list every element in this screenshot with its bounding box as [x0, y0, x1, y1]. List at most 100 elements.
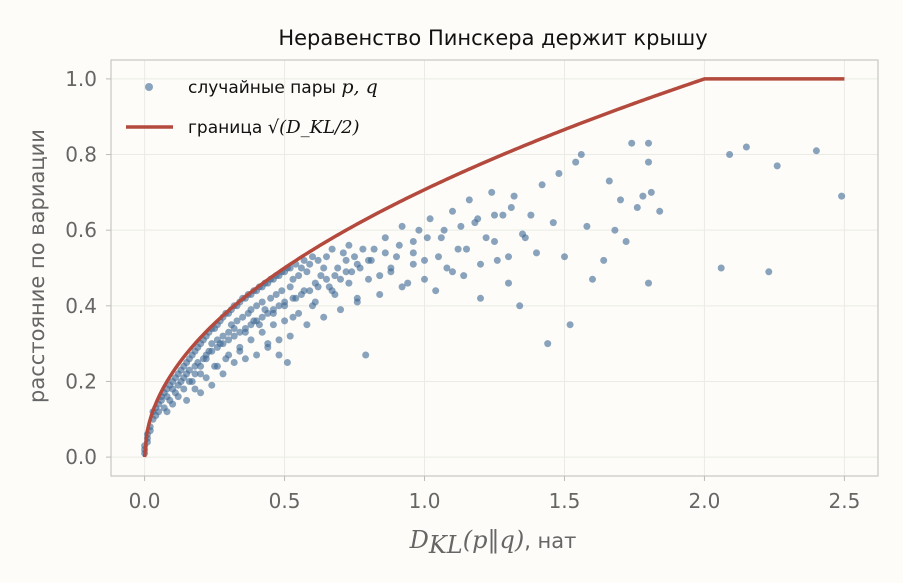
data-point	[314, 283, 322, 291]
data-point	[295, 309, 303, 317]
data-point	[267, 294, 275, 302]
data-point	[328, 287, 336, 295]
data-point	[283, 359, 291, 366]
data-point	[303, 268, 311, 276]
data-point	[726, 151, 734, 158]
data-point	[320, 313, 328, 321]
data-point	[656, 207, 664, 215]
data-point	[465, 196, 473, 204]
data-point	[225, 328, 233, 336]
data-point	[370, 245, 378, 253]
data-point	[247, 306, 255, 314]
bound-curve	[142, 77, 845, 458]
data-point	[367, 256, 375, 264]
data-point	[337, 306, 344, 314]
data-point	[185, 366, 193, 374]
data-point	[622, 238, 630, 245]
data-point	[577, 151, 585, 158]
data-point	[275, 351, 283, 359]
data-point	[460, 272, 468, 280]
data-point	[213, 343, 221, 351]
data-point	[236, 347, 244, 355]
data-point	[269, 321, 277, 329]
data-point	[432, 287, 440, 295]
data-point	[415, 226, 423, 234]
data-point	[742, 143, 750, 151]
x-axis-label-math: D	[409, 526, 429, 554]
y-axis-label: расстояние по вариации	[25, 129, 49, 403]
legend-label-bound-text: граница	[188, 118, 262, 138]
x-tick-label: 2.5	[829, 489, 861, 513]
data-point	[323, 275, 330, 283]
data-point	[477, 294, 484, 302]
data-point	[230, 325, 238, 332]
data-point	[362, 351, 370, 359]
data-point	[527, 211, 535, 219]
data-point	[838, 192, 846, 200]
data-point	[328, 245, 336, 253]
data-point	[463, 245, 470, 253]
data-point	[311, 298, 319, 306]
data-point	[617, 196, 624, 204]
data-point	[208, 340, 216, 348]
data-point	[717, 264, 725, 272]
data-point	[449, 268, 456, 276]
data-point	[566, 321, 574, 329]
data-point	[359, 245, 367, 253]
data-point	[236, 328, 244, 336]
data-point	[295, 272, 303, 280]
data-point	[348, 268, 356, 276]
legend-label-points-math: p, q	[341, 76, 377, 98]
data-point	[533, 249, 540, 257]
data-point	[342, 256, 350, 264]
data-point	[409, 260, 417, 268]
data-point	[258, 328, 266, 336]
data-point	[491, 211, 498, 219]
data-point	[628, 139, 636, 147]
x-axis-ticks: 0.0 0.5 1.0 1.5 2.0 2.5	[129, 476, 861, 513]
data-point	[765, 268, 773, 276]
data-point	[303, 321, 311, 329]
x-tick-label: 1.0	[409, 489, 441, 513]
data-point	[583, 222, 591, 230]
data-point	[219, 340, 227, 348]
data-point	[421, 256, 428, 264]
data-point	[208, 347, 216, 355]
legend-marker-points	[145, 83, 153, 91]
y-tick-label: 0.2	[65, 369, 97, 393]
data-point	[505, 279, 512, 287]
data-point	[191, 370, 199, 378]
data-point	[233, 317, 241, 325]
data-point	[275, 336, 283, 344]
legend-label-bound-math: √(D_KL/2)	[268, 117, 360, 138]
data-point	[334, 264, 342, 272]
data-point	[423, 234, 431, 242]
data-point	[197, 389, 205, 397]
y-axis-ticks: 0.0 0.2 0.4 0.6 0.8 1.0	[65, 67, 111, 469]
data-point	[561, 253, 568, 261]
data-point	[505, 253, 512, 261]
y-tick-label: 0.0	[65, 445, 97, 469]
data-point	[317, 272, 325, 280]
plot-frame	[110, 59, 879, 477]
data-point	[253, 302, 261, 310]
data-point	[507, 204, 515, 211]
data-point	[264, 309, 272, 317]
data-point	[239, 313, 247, 321]
data-point	[253, 351, 261, 359]
data-point	[589, 275, 596, 283]
data-point	[314, 256, 322, 264]
data-point	[381, 234, 389, 242]
data-point	[353, 260, 361, 268]
data-point	[213, 362, 221, 370]
legend-label-bound: граница √(D_KL/2)	[188, 117, 360, 138]
y-tick-label: 0.4	[65, 294, 97, 318]
data-point	[633, 204, 641, 211]
y-tick-label: 0.8	[65, 143, 97, 167]
x-tick-label: 0.0	[129, 489, 161, 513]
data-point	[269, 306, 277, 314]
data-point	[404, 279, 412, 287]
data-point	[387, 268, 395, 276]
data-point	[155, 408, 163, 416]
